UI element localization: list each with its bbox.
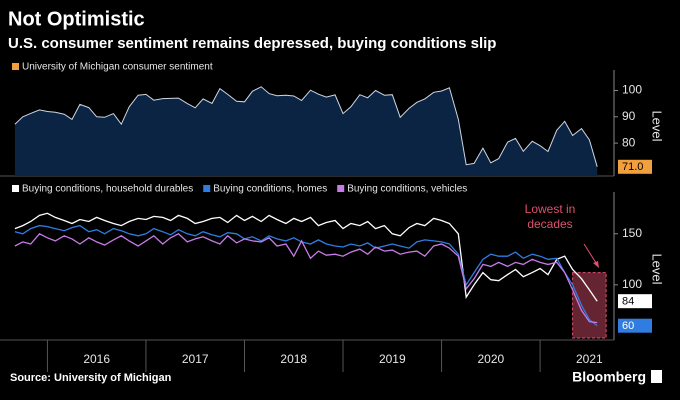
- end-label-box: [618, 159, 652, 174]
- chart-subtitle: U.S. consumer sentiment remains depresse…: [8, 35, 496, 52]
- y-axis-label: Level: [650, 110, 665, 141]
- x-tick-label: 2020: [477, 352, 504, 366]
- x-tick-label: 2017: [182, 352, 209, 366]
- y-tick-label: 100: [622, 277, 642, 291]
- legend-label: Buying conditions, vehicles: [347, 184, 467, 195]
- legend-label: Buying conditions, household durables: [22, 184, 193, 195]
- chart-title: Not Optimistic: [8, 8, 145, 30]
- line: [14, 224, 598, 327]
- legend-swatch: [12, 185, 19, 192]
- y-tick-label: 150: [622, 226, 642, 240]
- legend-swatch: [203, 185, 211, 192]
- source: Source: University of Michigan: [10, 372, 172, 384]
- y-axis-label: Level: [650, 253, 665, 284]
- annotation: Lowest in decades: [524, 202, 576, 231]
- end-label: 60: [622, 320, 634, 332]
- legend-label: Buying conditions, homes: [213, 184, 327, 195]
- end-label: 84: [622, 296, 634, 308]
- line: [14, 232, 598, 324]
- end-label-box: [618, 294, 652, 309]
- x-tick-label: 2021: [576, 352, 603, 366]
- highlight-box: [572, 272, 607, 339]
- brand: Bloomberg: [572, 369, 646, 385]
- area: [14, 86, 598, 176]
- brand-icon: [651, 370, 662, 383]
- line: [14, 212, 598, 302]
- area-line: [14, 86, 598, 167]
- x-tick-label: 2016: [83, 352, 110, 366]
- end-label: 71.0: [622, 161, 643, 173]
- legend-swatch: [12, 63, 19, 70]
- legend-label: University of Michigan consumer sentimen…: [22, 62, 213, 73]
- annotation-box: Lowest in decades: [524, 202, 576, 231]
- x-tick-label: 2018: [280, 352, 307, 366]
- y-tick-label: 100: [622, 83, 642, 97]
- legend-swatch: [337, 185, 345, 192]
- annotation-arrowhead: [593, 261, 599, 268]
- y-tick-label: 80: [622, 135, 636, 149]
- end-label-box: [618, 318, 652, 333]
- y-tick-label: 90: [622, 109, 636, 123]
- x-tick-label: 2019: [379, 352, 406, 366]
